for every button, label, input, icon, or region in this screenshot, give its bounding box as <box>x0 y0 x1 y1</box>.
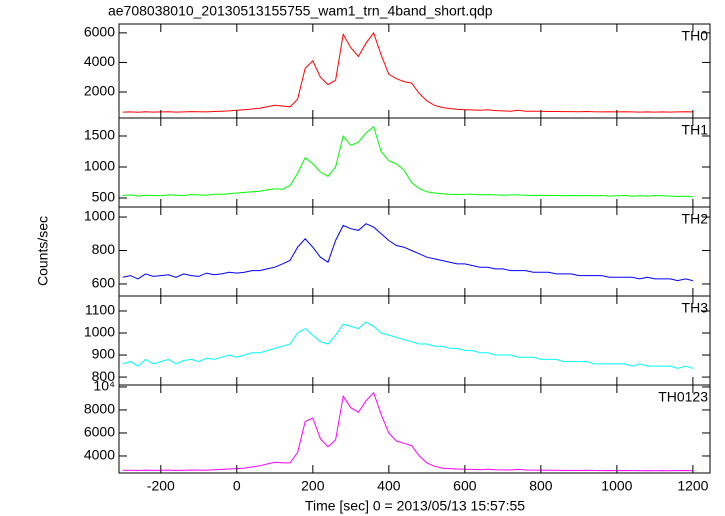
y-tick-label: 500 <box>92 189 116 205</box>
y-tick-label: 6000 <box>84 24 115 40</box>
y-tick-label: 4000 <box>84 53 115 69</box>
panel-frame <box>118 295 711 386</box>
y-tick-label: 800 <box>92 241 116 257</box>
y-tick-label: 1100 <box>85 302 115 318</box>
y-tick-label: 1000 <box>84 158 115 174</box>
x-tick-label: 200 <box>301 478 325 494</box>
x-tick-label: 1200 <box>677 478 708 494</box>
x-tick-label: 400 <box>377 478 401 494</box>
y-tick-label: 600 <box>92 275 116 291</box>
data-line <box>122 321 694 369</box>
y-axis-label: Counts/sec <box>35 216 51 286</box>
y-tick-label: 900 <box>92 346 116 362</box>
chart-title: ae708038010_20130513155755_wam1_trn_4ban… <box>108 3 493 19</box>
panel-label: TH0123 <box>658 389 708 405</box>
panel-frame <box>118 384 711 474</box>
x-tick-label: -200 <box>147 478 175 494</box>
panel-label: TH0 <box>682 28 709 44</box>
panel-label: TH2 <box>682 211 709 227</box>
x-tick-label: 1000 <box>601 478 632 494</box>
y-tick-label: 1500 <box>84 127 115 143</box>
y-tick-label: 6000 <box>84 424 115 440</box>
y-tick-label: 1000 <box>84 324 115 340</box>
data-line <box>122 125 693 198</box>
y-tick-label: 2000 <box>84 83 115 99</box>
panel-frame <box>118 117 711 208</box>
x-tick-label: 800 <box>529 478 553 494</box>
panel-label: TH3 <box>682 300 709 316</box>
y-tick-label: 8000 <box>84 401 115 417</box>
panel-frame <box>118 23 711 119</box>
data-line <box>122 223 694 282</box>
y-tick-label: 10⁴ <box>93 378 115 394</box>
data-line <box>122 31 693 113</box>
x-axis-label: Time [sec] 0 = 2013/05/13 15:57:55 <box>305 498 525 514</box>
y-tick-label: 1000 <box>84 208 115 224</box>
x-tick-label: 600 <box>453 478 477 494</box>
y-tick-label: 800 <box>92 368 116 384</box>
x-tick-label: 0 <box>233 478 241 494</box>
y-tick-label: 4000 <box>84 447 115 463</box>
panel-label: TH1 <box>682 122 709 138</box>
data-line <box>122 391 693 472</box>
